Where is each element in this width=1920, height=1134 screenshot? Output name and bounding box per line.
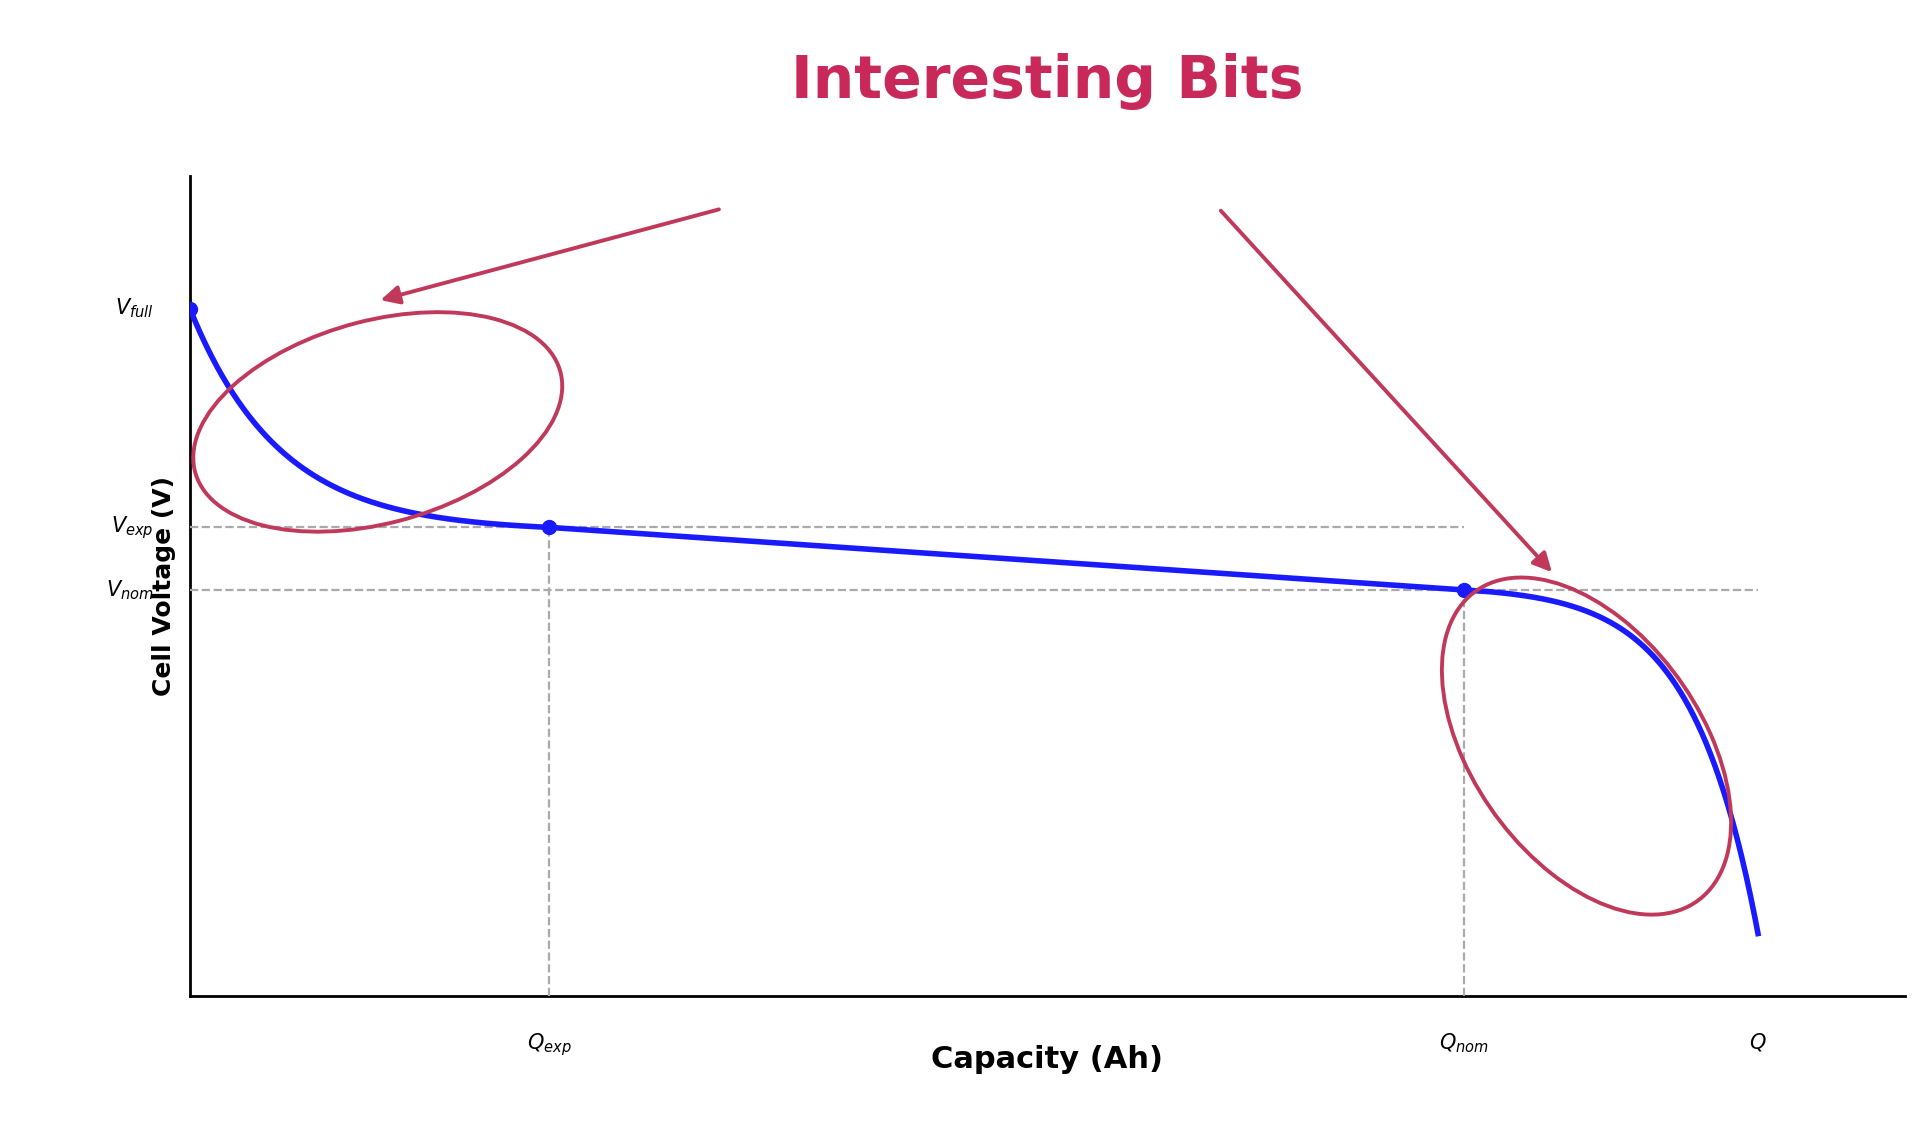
Text: $V_{full}$: $V_{full}$ [115, 297, 154, 321]
Point [534, 518, 564, 536]
Y-axis label: Cell Voltage (V): Cell Voltage (V) [152, 476, 177, 696]
Point [1448, 581, 1478, 599]
Text: $Q_{exp}$: $Q_{exp}$ [526, 1031, 572, 1058]
Text: $Q$: $Q$ [1749, 1031, 1766, 1053]
Text: $Q_{nom}$: $Q_{nom}$ [1438, 1031, 1488, 1055]
X-axis label: Capacity (Ah): Capacity (Ah) [931, 1044, 1164, 1074]
Text: $V_{nom}$: $V_{nom}$ [106, 578, 154, 602]
Text: Interesting Bits: Interesting Bits [791, 53, 1304, 110]
Text: $V_{exp}$: $V_{exp}$ [111, 514, 154, 541]
Point [175, 299, 205, 318]
